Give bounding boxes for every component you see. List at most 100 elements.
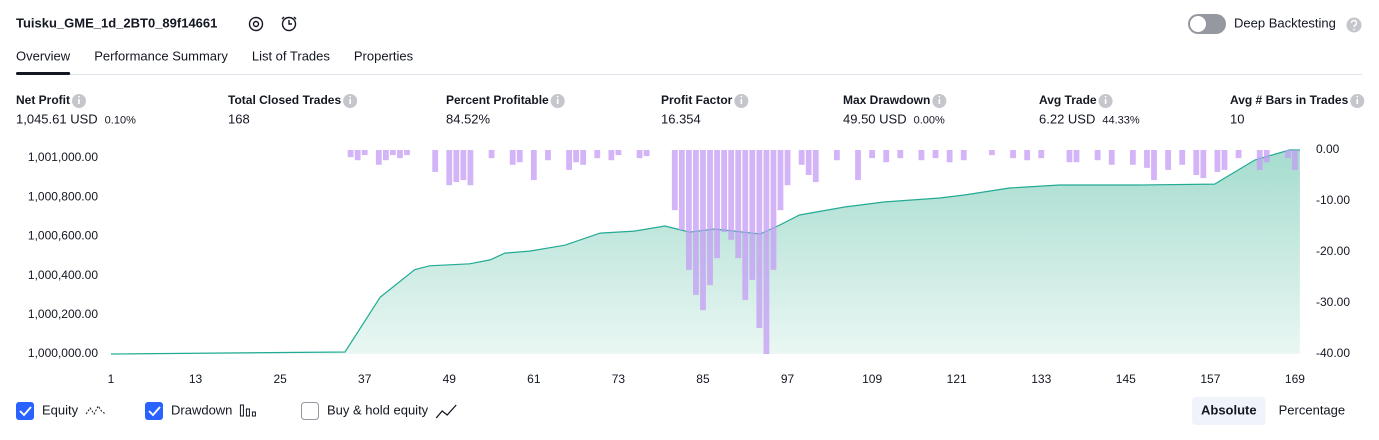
drawdown-bar	[460, 150, 467, 181]
drawdown-bar	[700, 150, 706, 311]
add-alert-icon[interactable]	[281, 16, 297, 32]
drawdown-bar	[580, 150, 587, 165]
tab[interactable]: List of Trades	[252, 48, 331, 63]
x-tick-label: 157	[1200, 372, 1220, 386]
drawdown-bar	[545, 150, 551, 161]
drawdown-bar	[1193, 150, 1200, 175]
metric-change: 44.33%	[1102, 114, 1140, 126]
drawdown-bar	[566, 150, 572, 170]
drawdown-bar	[1200, 150, 1207, 179]
x-tick-label: 85	[696, 372, 710, 386]
metric-value: 49.50 USD	[843, 111, 907, 126]
metric-label: Profit Factor	[661, 93, 733, 107]
drawdown-bar	[897, 150, 904, 159]
drawdown-bar	[1144, 150, 1150, 168]
metric-label: Total Closed Trades	[228, 93, 341, 107]
scale-mode-label: Absolute	[1201, 402, 1257, 417]
checkbox[interactable]	[16, 402, 34, 420]
drawdown-bar	[1214, 150, 1221, 172]
drawdown-bar	[1108, 150, 1115, 165]
drawdown-bar	[946, 150, 953, 163]
drawdown-bar	[1179, 150, 1186, 165]
tab[interactable]: Properties	[354, 48, 414, 63]
drawdown-bar	[1151, 150, 1157, 181]
x-tick-label: 121	[947, 372, 967, 386]
help-icon[interactable]	[1346, 17, 1362, 33]
drawdown-bar	[742, 150, 749, 300]
x-tick-label: 37	[358, 372, 372, 386]
drawdown-bar	[833, 150, 840, 161]
tab[interactable]: Overview	[16, 48, 71, 63]
metric-change: 0.00%	[914, 114, 945, 126]
drawdown-bar	[777, 150, 784, 211]
drawdown-bar	[989, 150, 995, 156]
drawdown-bar	[932, 150, 939, 159]
drawdown-bar	[404, 150, 410, 156]
drawdown-bar	[1235, 150, 1242, 159]
strategy-title: Tuisku_GME_1d_2BT0_89f14661	[16, 15, 217, 30]
drawdown-bar	[1263, 150, 1270, 163]
info-icon-dot	[349, 95, 352, 98]
legend-label: Equity	[42, 402, 79, 417]
x-tick-label: 145	[1116, 372, 1136, 386]
drawdown-bar	[432, 150, 439, 172]
deep-backtesting-toggle[interactable]	[1188, 14, 1226, 34]
drawdown-bar	[749, 150, 756, 281]
drawdown-bar	[1292, 150, 1298, 170]
info-icon-glyph	[556, 99, 559, 104]
drawdown-bar	[615, 150, 622, 156]
scale-mode-button[interactable]	[1192, 397, 1266, 425]
info-icon-glyph	[1104, 99, 1107, 104]
drawdown-bar	[467, 150, 474, 186]
y-tick-label: 1,000,600.00	[28, 229, 98, 243]
settings-icon[interactable]	[248, 16, 264, 32]
drawdown-bar	[516, 150, 523, 163]
metric-label: Net Profit	[16, 93, 70, 107]
drawdown-bar	[721, 150, 728, 233]
y-tick-label: 1,000,400.00	[28, 268, 98, 282]
x-tick-label: 61	[527, 372, 541, 386]
y2-tick-label: -10.00	[1316, 193, 1350, 207]
info-icon-glyph	[938, 99, 941, 104]
metric-label: Percent Profitable	[446, 93, 549, 107]
metric-label: Avg # Bars in Trades	[1230, 93, 1349, 107]
drawdown-bar	[573, 150, 580, 163]
info-icon-dot	[556, 95, 559, 98]
checkmark	[148, 406, 161, 417]
drawdown-bar	[883, 150, 890, 163]
drawdown-bar	[798, 150, 805, 165]
checkbox[interactable]	[145, 402, 163, 420]
x-tick-label: 109	[862, 372, 882, 386]
drawdown-bar	[446, 150, 453, 186]
metric-value: 84.52%	[446, 111, 491, 126]
drawdown-bar	[685, 150, 692, 270]
drawdown-bar	[855, 150, 861, 181]
info-icon-dot	[78, 95, 80, 98]
drawdown-bar	[594, 150, 601, 159]
drawdown-bar	[509, 150, 516, 165]
checkbox[interactable]	[301, 402, 319, 420]
x-tick-label: 73	[612, 372, 626, 386]
metric-value: 16.354	[661, 111, 701, 126]
y2-tick-label: -20.00	[1316, 244, 1350, 258]
drawdown-bar	[1129, 150, 1136, 165]
drawdown-bar	[1010, 150, 1016, 159]
metric-label: Max Drawdown	[843, 93, 930, 107]
metric-label: Avg Trade	[1039, 93, 1097, 107]
y2-tick-label: -30.00	[1316, 295, 1350, 309]
drawdown-bar	[1221, 150, 1228, 170]
info-icon-glyph	[349, 99, 351, 104]
tab[interactable]: Performance Summary	[94, 48, 228, 63]
deep-backtesting-label: Deep Backtesting	[1234, 15, 1336, 30]
drawdown-bar	[728, 150, 735, 240]
equity-icon	[85, 405, 107, 415]
buy-hold-icon	[435, 404, 457, 419]
info-icon-dot	[740, 95, 743, 98]
drawdown-bar	[707, 150, 713, 286]
info-icon-glyph	[78, 99, 80, 104]
drawdown-bar	[382, 150, 389, 161]
drawdown-bar	[784, 150, 791, 186]
y2-tick-label: 0.00	[1316, 142, 1340, 156]
y-tick-label: 1,000,800.00	[28, 189, 98, 203]
